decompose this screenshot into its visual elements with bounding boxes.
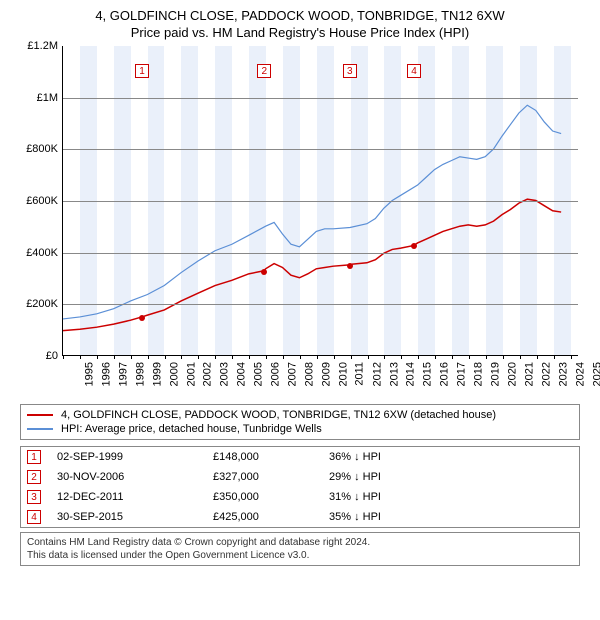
x-axis-label: 2020 bbox=[506, 362, 518, 386]
x-axis-label: 2025 bbox=[591, 362, 600, 386]
x-axis-label: 2022 bbox=[540, 362, 552, 386]
legend-box: 4, GOLDFINCH CLOSE, PADDOCK WOOD, TONBRI… bbox=[20, 404, 580, 440]
sales-diff: 35% ↓ HPI bbox=[329, 511, 573, 523]
y-axis-label: £600K bbox=[26, 195, 58, 207]
x-axis-label: 2006 bbox=[270, 362, 282, 386]
x-axis-label: 2014 bbox=[405, 362, 417, 386]
sales-marker-3: 3 bbox=[27, 490, 41, 504]
y-axis-label: £400K bbox=[26, 247, 58, 259]
sales-date: 02-SEP-1999 bbox=[57, 451, 197, 463]
plot-area: 1 2 3 4 bbox=[62, 46, 578, 356]
x-axis-label: 1996 bbox=[100, 362, 112, 386]
x-axis-labels: 1995 1996 1997 1998 1999 2000 2001 2002 2003 2004… bbox=[62, 358, 578, 396]
x-axis-label: 2013 bbox=[388, 362, 400, 386]
sale-point-2 bbox=[261, 269, 267, 275]
sales-price: £327,000 bbox=[213, 471, 313, 483]
y-axis-label: £200K bbox=[26, 298, 58, 310]
sales-marker-1: 1 bbox=[27, 450, 41, 464]
x-axis-label: 2019 bbox=[490, 362, 502, 386]
y-axis-label: £800K bbox=[26, 143, 58, 155]
x-axis-label: 2008 bbox=[303, 362, 315, 386]
title-line1: 4, GOLDFINCH CLOSE, PADDOCK WOOD, TONBRI… bbox=[8, 8, 592, 23]
sales-table: 1 02-SEP-1999 £148,000 36% ↓ HPI 2 30-NOV-200… bbox=[20, 446, 580, 528]
y-axis-labels: £0£200K£400K£600K£800K£1M£1.2M bbox=[20, 46, 62, 356]
x-axis-label: 2015 bbox=[422, 362, 434, 386]
sales-diff: 29% ↓ HPI bbox=[329, 471, 573, 483]
sales-price: £148,000 bbox=[213, 451, 313, 463]
x-axis-label: 2010 bbox=[337, 362, 349, 386]
sales-diff: 36% ↓ HPI bbox=[329, 451, 573, 463]
sales-diff: 31% ↓ HPI bbox=[329, 491, 573, 503]
legend-item: HPI: Average price, detached house, Tunb… bbox=[27, 422, 573, 436]
sales-price: £425,000 bbox=[213, 511, 313, 523]
y-axis-label: £1.2M bbox=[27, 40, 58, 52]
gridline bbox=[63, 253, 578, 254]
x-axis-label: 2000 bbox=[168, 362, 180, 386]
sales-date: 12-DEC-2011 bbox=[57, 491, 197, 503]
x-axis-label: 1995 bbox=[83, 362, 95, 386]
x-axis-label: 1999 bbox=[151, 362, 163, 386]
sales-row: 2 30-NOV-2006 £327,000 29% ↓ HPI bbox=[21, 467, 579, 487]
x-axis-label: 2011 bbox=[353, 362, 365, 386]
footer-line1: Contains HM Land Registry data © Crown c… bbox=[27, 536, 573, 549]
sale-point-1 bbox=[139, 315, 145, 321]
x-axis-label: 2018 bbox=[473, 362, 485, 386]
legend-swatch bbox=[27, 428, 53, 430]
x-axis-label: 2003 bbox=[219, 362, 231, 386]
sales-date: 30-SEP-2015 bbox=[57, 511, 197, 523]
hpi-line bbox=[63, 105, 561, 319]
x-axis-label: 2004 bbox=[236, 362, 248, 386]
x-axis-label: 2021 bbox=[523, 362, 535, 386]
legend-label: HPI: Average price, detached house, Tunb… bbox=[61, 423, 322, 435]
chart-title-block: 4, GOLDFINCH CLOSE, PADDOCK WOOD, TONBRI… bbox=[8, 8, 592, 40]
sales-row: 4 30-SEP-2015 £425,000 35% ↓ HPI bbox=[21, 507, 579, 527]
legend-label: 4, GOLDFINCH CLOSE, PADDOCK WOOD, TONBRI… bbox=[61, 409, 496, 421]
x-axis-label: 1998 bbox=[134, 362, 146, 386]
property-line bbox=[63, 199, 561, 330]
x-axis-label: 2005 bbox=[253, 362, 265, 386]
gridline bbox=[63, 201, 578, 202]
sales-row: 1 02-SEP-1999 £148,000 36% ↓ HPI bbox=[21, 447, 579, 467]
sale-marker-1: 1 bbox=[135, 64, 149, 78]
sales-marker-2: 2 bbox=[27, 470, 41, 484]
x-axis-label: 2009 bbox=[320, 362, 332, 386]
sales-price: £350,000 bbox=[213, 491, 313, 503]
footer-box: Contains HM Land Registry data © Crown c… bbox=[20, 532, 580, 566]
x-axis-label: 2001 bbox=[185, 362, 197, 386]
legend-item: 4, GOLDFINCH CLOSE, PADDOCK WOOD, TONBRI… bbox=[27, 408, 573, 422]
sales-date: 30-NOV-2006 bbox=[57, 471, 197, 483]
sale-marker-2: 2 bbox=[257, 64, 271, 78]
x-axis-label: 2016 bbox=[439, 362, 451, 386]
y-axis-label: £1M bbox=[37, 92, 58, 104]
y-axis-label: £0 bbox=[46, 350, 58, 362]
title-line2: Price paid vs. HM Land Registry's House … bbox=[8, 25, 592, 40]
gridline bbox=[63, 304, 578, 305]
x-axis-label: 2017 bbox=[456, 362, 468, 386]
x-axis-label: 2002 bbox=[202, 362, 214, 386]
sale-point-4 bbox=[411, 243, 417, 249]
gridline bbox=[63, 149, 578, 150]
sales-row: 3 12-DEC-2011 £350,000 31% ↓ HPI bbox=[21, 487, 579, 507]
chart-container: £0£200K£400K£600K£800K£1M£1.2M 1234 1995… bbox=[20, 46, 580, 396]
sale-marker-4: 4 bbox=[407, 64, 421, 78]
x-axis-label: 2024 bbox=[574, 362, 586, 386]
x-axis-label: 2023 bbox=[557, 362, 569, 386]
gridline bbox=[63, 98, 578, 99]
footer-line2: This data is licensed under the Open Gov… bbox=[27, 549, 573, 562]
x-axis-label: 2007 bbox=[287, 362, 299, 386]
x-axis-label: 2012 bbox=[371, 362, 383, 386]
sale-marker-3: 3 bbox=[343, 64, 357, 78]
legend-swatch bbox=[27, 414, 53, 416]
x-axis-label: 1997 bbox=[117, 362, 129, 386]
sale-point-3 bbox=[347, 263, 353, 269]
sales-marker-4: 4 bbox=[27, 510, 41, 524]
